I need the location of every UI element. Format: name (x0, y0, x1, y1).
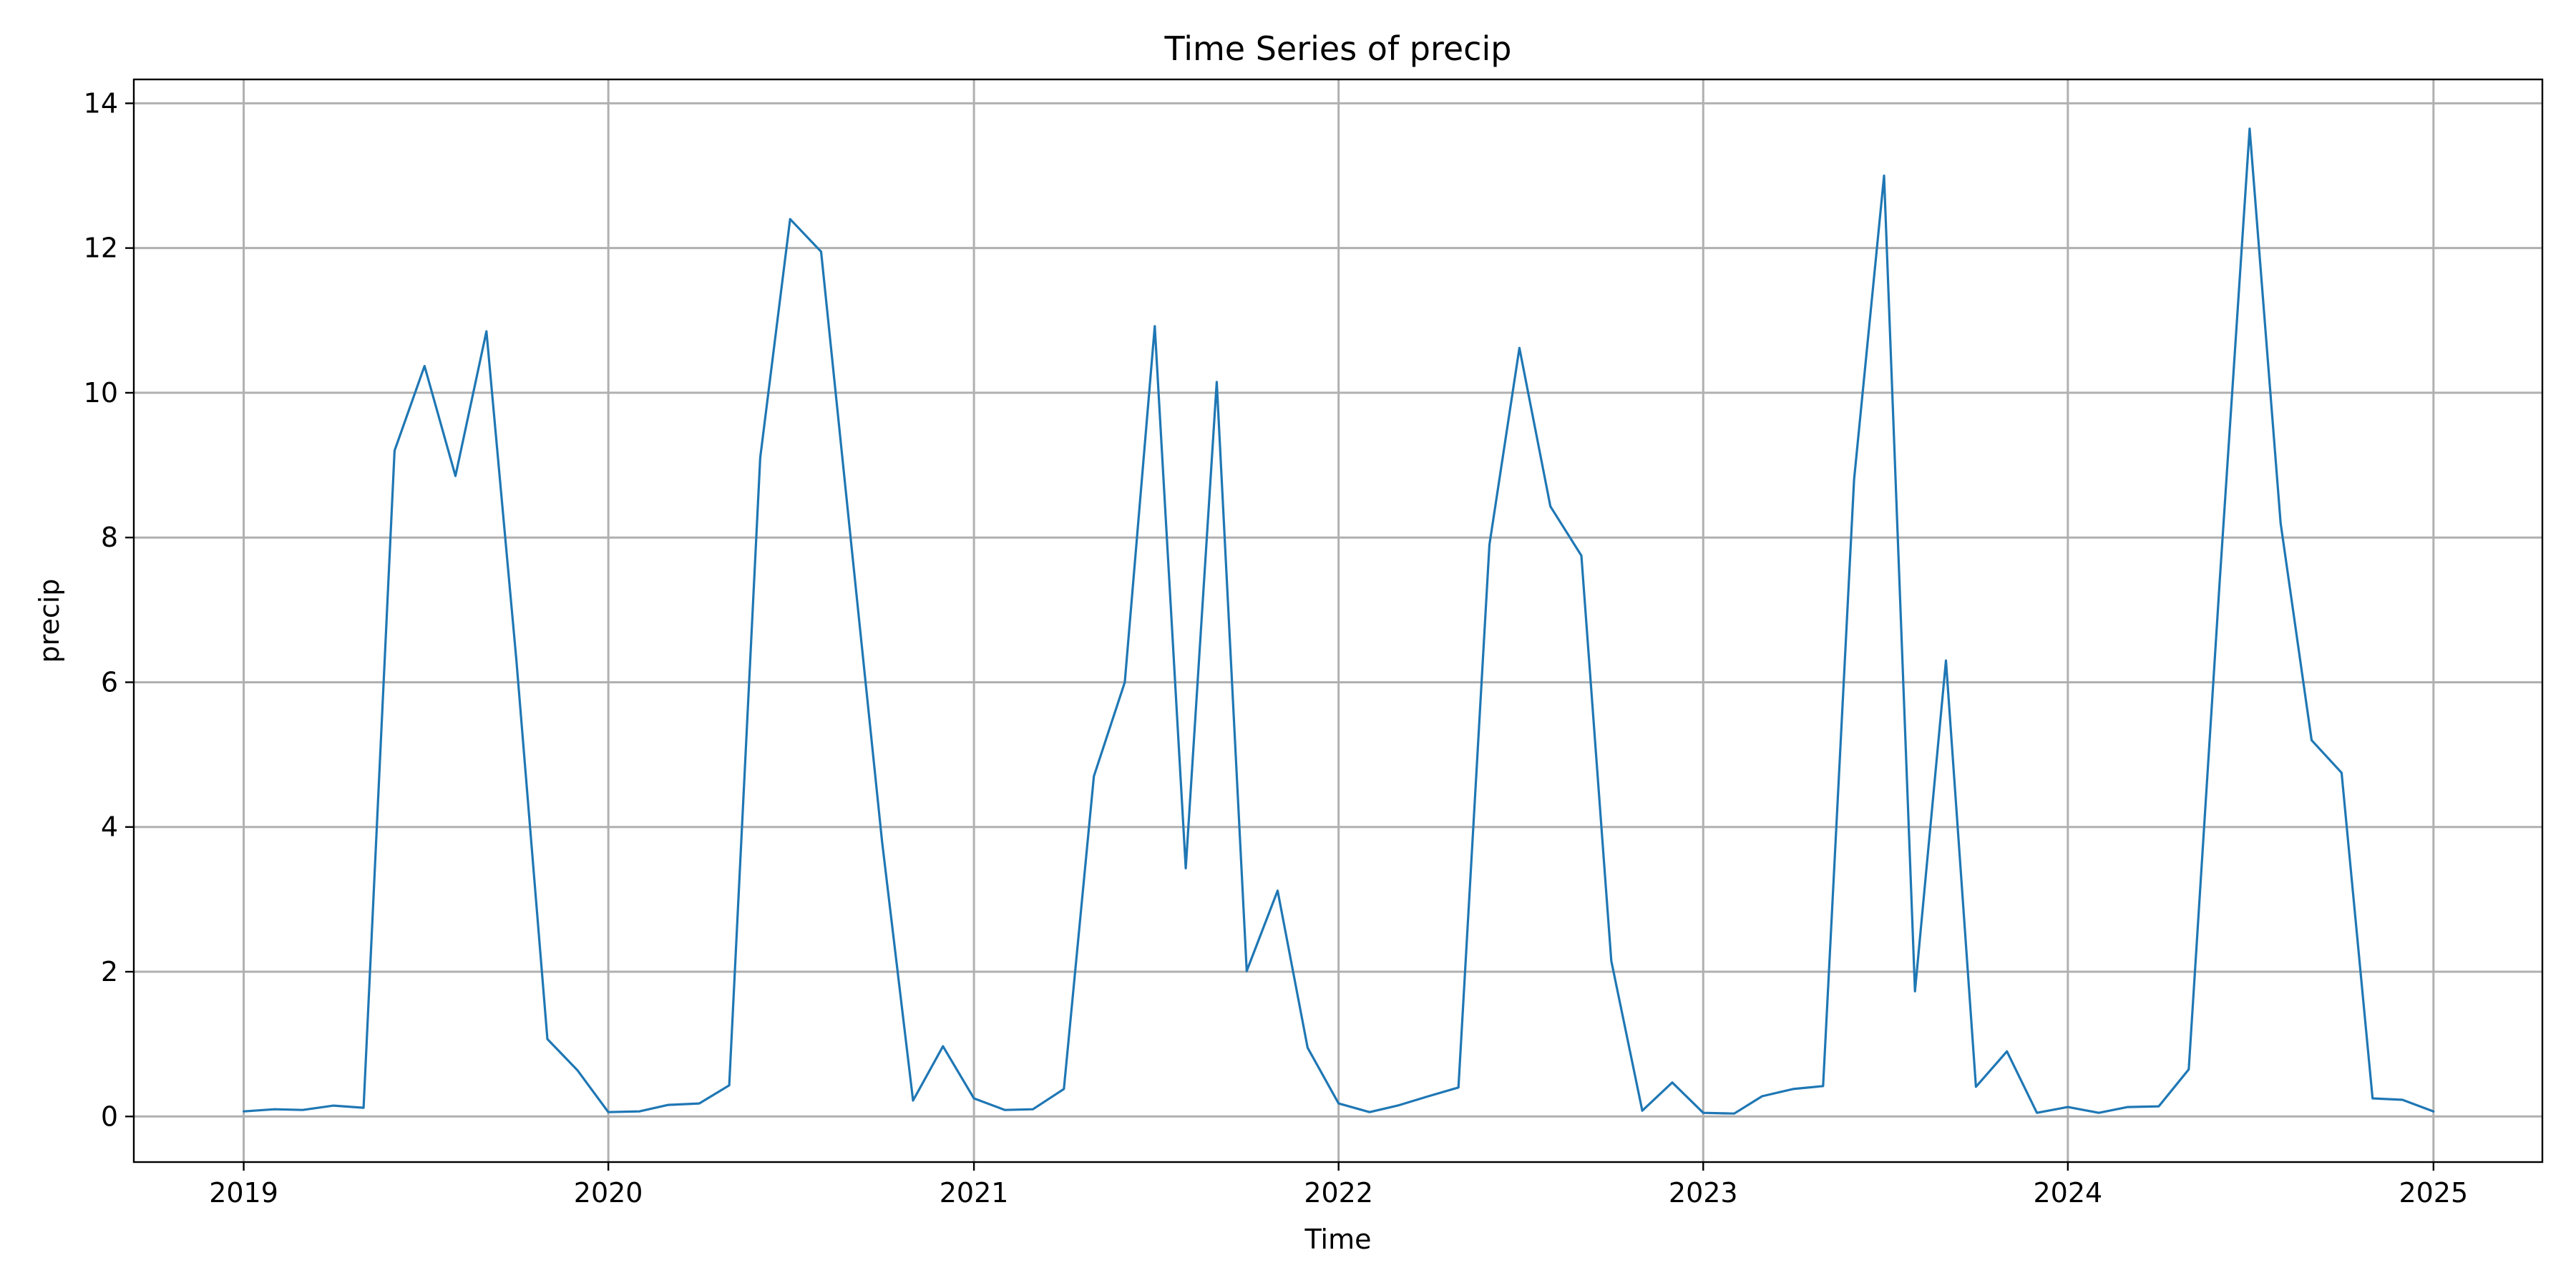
data-point (941, 1044, 945, 1048)
data-point (1426, 1094, 1430, 1098)
data-point (1913, 989, 1917, 993)
data-point (2371, 1096, 2375, 1101)
data-point (2066, 1105, 2070, 1109)
chart-title: Time Series of precip (1164, 29, 1512, 68)
data-point (361, 1106, 366, 1110)
data-point (1002, 1108, 1007, 1112)
data-point (2431, 1109, 2436, 1113)
data-point (454, 474, 458, 478)
data-point (727, 1083, 731, 1088)
data-point (819, 250, 824, 254)
data-point (1609, 959, 1614, 963)
data-point (242, 1109, 246, 1113)
data-point (1882, 174, 1886, 178)
data-point (1732, 1111, 1737, 1116)
data-point (788, 217, 792, 221)
data-point (514, 658, 519, 663)
y-tick-label: 0 (101, 1101, 118, 1132)
grid-lines (134, 79, 2542, 1162)
x-axis-ticks: 2019 2020 2021 2022 2023 2024 2025 (209, 1162, 2468, 1209)
data-point (1184, 866, 1188, 870)
data-point (1640, 1108, 1644, 1113)
data-point (697, 1101, 701, 1106)
y-tick-label: 6 (101, 666, 118, 698)
data-point (2035, 1111, 2039, 1115)
data-point (1305, 1045, 1309, 1050)
data-point (2218, 579, 2222, 583)
x-tick-label: 2024 (2033, 1177, 2102, 1209)
data-point (2187, 1068, 2191, 1072)
data-point (2401, 1098, 2405, 1102)
data-point (484, 329, 489, 333)
series-layer (242, 127, 2436, 1116)
data-point (1701, 1111, 1705, 1115)
x-tick-label: 2023 (1669, 1177, 1738, 1209)
data-point (1031, 1107, 1035, 1111)
data-point (545, 1037, 550, 1041)
y-tick-label: 14 (84, 87, 118, 119)
series-line-0 (243, 127, 2435, 1115)
data-point (850, 550, 854, 554)
data-point (972, 1096, 976, 1101)
data-point (331, 1103, 336, 1108)
data-point (422, 364, 426, 369)
y-tick-label: 4 (101, 811, 118, 843)
data-point (1974, 1085, 1978, 1089)
data-point (1821, 1084, 1825, 1088)
data-point (1092, 774, 1096, 779)
x-tick-label: 2020 (574, 1177, 643, 1209)
data-point (2339, 771, 2343, 775)
data-point (1367, 1110, 1372, 1114)
data-point (1517, 346, 1521, 350)
y-tick-label: 8 (101, 522, 118, 553)
data-point (2005, 1049, 2009, 1053)
data-point (637, 1109, 641, 1113)
data-point (1062, 1087, 1066, 1091)
data-point (1852, 477, 1856, 482)
data-point (1548, 504, 1553, 509)
y-axis-label: precip (34, 579, 65, 663)
data-point (575, 1068, 580, 1073)
data-point (1395, 1103, 1400, 1108)
data-point (301, 1108, 305, 1112)
data-point (2097, 1111, 2101, 1115)
data-point (758, 456, 762, 460)
data-point (911, 1098, 915, 1103)
data-point (666, 1103, 670, 1107)
y-tick-label: 12 (84, 233, 118, 264)
data-point (1791, 1087, 1795, 1091)
data-point (2310, 738, 2314, 742)
data-point (1123, 680, 1127, 685)
data-point (273, 1107, 277, 1111)
data-point (1760, 1094, 1765, 1098)
data-point (1337, 1101, 1341, 1106)
data-point (1670, 1080, 1674, 1085)
data-point (1214, 380, 1219, 384)
data-point (1153, 324, 1157, 328)
y-axis-ticks: 0 2 4 6 8 10 12 14 (84, 87, 134, 1132)
data-point (1244, 969, 1249, 973)
x-tick-label: 2019 (209, 1177, 278, 1209)
data-point (2278, 521, 2283, 525)
y-tick-label: 2 (101, 956, 118, 987)
x-tick-label: 2022 (1304, 1177, 1373, 1209)
x-tick-label: 2021 (940, 1177, 1009, 1209)
data-point (392, 449, 396, 453)
data-point (1944, 658, 1948, 663)
y-tick-label: 10 (84, 377, 118, 409)
data-point (1488, 542, 1492, 547)
data-point (1276, 889, 1280, 893)
x-tick-label: 2025 (2399, 1177, 2468, 1209)
data-point (606, 1110, 610, 1114)
data-point (1456, 1085, 1460, 1090)
data-point (2126, 1105, 2130, 1109)
data-point (2157, 1104, 2161, 1108)
data-point (2248, 127, 2252, 131)
data-point (1579, 554, 1584, 558)
x-axis-label: Time (1304, 1224, 1372, 1255)
data-point (880, 839, 884, 844)
